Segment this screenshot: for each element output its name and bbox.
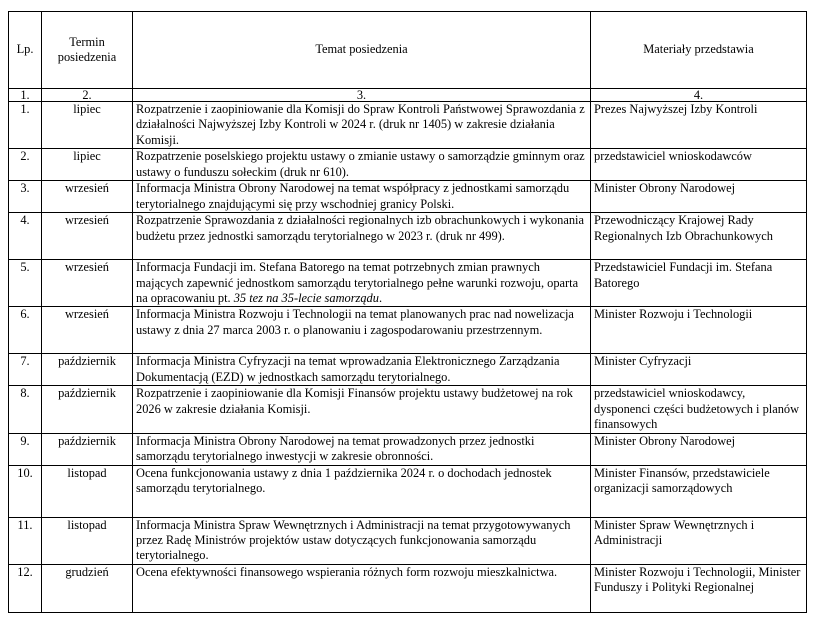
- row-number: 9.: [8, 432, 42, 466]
- row-presenter: Minister Rozwoju i Technologii, Minister…: [590, 563, 807, 613]
- table-row: 5. wrzesień Informacja Fundacji im. Stefan…: [8, 259, 807, 308]
- column-number: 4.: [590, 88, 807, 102]
- table-row: 3. wrzesień Informacja Ministra Obrony Nar…: [8, 180, 807, 214]
- row-month: październik: [41, 432, 133, 466]
- row-month: wrzesień: [41, 306, 133, 355]
- row-topic: Rozpatrzenie i zaopiniowanie dla Komisji…: [132, 385, 591, 434]
- table-row: 9. październik Informacja Ministra Obrony …: [8, 432, 807, 466]
- column-number: 3.: [132, 88, 591, 102]
- row-presenter: Minister Obrony Narodowej: [590, 432, 807, 466]
- row-month: listopad: [41, 464, 133, 518]
- row-number: 11.: [8, 516, 42, 565]
- row-presenter: Przewodniczący Krajowej Rady Regionalnyc…: [590, 212, 807, 261]
- row-topic: Informacja Ministra Cyfryzacji na temat …: [132, 353, 591, 387]
- row-month: listopad: [41, 516, 133, 565]
- row-number: 5.: [8, 259, 42, 308]
- row-month: grudzień: [41, 563, 133, 613]
- row-topic: Informacja Fundacji im. Stefana Batorego…: [132, 259, 591, 308]
- row-number: 6.: [8, 306, 42, 355]
- row-number: 3.: [8, 180, 42, 214]
- row-month: lipiec: [41, 100, 133, 150]
- table-row: 7. październik Informacja Ministra Cyfryza…: [8, 353, 807, 387]
- row-presenter: Przedstawiciel Fundacji im. Stefana Bato…: [590, 259, 807, 308]
- row-month: wrzesień: [41, 180, 133, 214]
- row-topic: Rozpatrzenie i zaopiniowanie dla Komisji…: [132, 100, 591, 150]
- table-row: 8. październik Rozpatrzenie i zaopiniowani…: [8, 385, 807, 434]
- table-body: 1. lipiec Rozpatrzenie i zaopiniowanie dla…: [8, 100, 807, 613]
- row-topic: Informacja Ministra Spraw Wewnętrznych i…: [132, 516, 591, 565]
- row-presenter: Minister Finansów, przedstawiciele organ…: [590, 464, 807, 518]
- row-topic: Rozpatrzenie poselskiego projektu ustawy…: [132, 148, 591, 182]
- row-topic: Informacja Ministra Obrony Narodowej na …: [132, 432, 591, 466]
- row-number: 12.: [8, 563, 42, 613]
- row-month: wrzesień: [41, 212, 133, 261]
- row-month: wrzesień: [41, 259, 133, 308]
- row-number: 8.: [8, 385, 42, 434]
- column-number: 1.: [8, 88, 42, 102]
- header-presenter: Materiały przedstawia: [590, 11, 807, 89]
- row-month: lipiec: [41, 148, 133, 182]
- table-row: 4. wrzesień Rozpatrzenie Sprawozdania z dz…: [8, 212, 807, 261]
- row-number: 2.: [8, 148, 42, 182]
- topic-italic: 35 tez na 35-lecie samorządu: [233, 291, 379, 306]
- row-topic: Rozpatrzenie Sprawozdania z działalności…: [132, 212, 591, 261]
- row-number: 7.: [8, 353, 42, 387]
- schedule-table: Lp. Termin posiedzenia Temat posiedzenia…: [8, 11, 807, 613]
- row-presenter: Minister Spraw Wewnętrznych i Administra…: [590, 516, 807, 565]
- table-header: Lp. Termin posiedzenia Temat posiedzenia…: [8, 11, 807, 102]
- row-number: 1.: [8, 100, 42, 150]
- row-number: 10.: [8, 464, 42, 518]
- table-row: 11. listopad Informacja Ministra Spraw Wew…: [8, 516, 807, 565]
- row-month: październik: [41, 353, 133, 387]
- row-presenter: Minister Rozwoju i Technologii: [590, 306, 807, 355]
- row-presenter: przedstawiciel wnioskodawcy, dysponenci …: [590, 385, 807, 434]
- row-presenter: Prezes Najwyższej Izby Kontroli: [590, 100, 807, 150]
- row-presenter: Minister Obrony Narodowej: [590, 180, 807, 214]
- row-number: 4.: [8, 212, 42, 261]
- row-presenter: Minister Cyfryzacji: [590, 353, 807, 387]
- row-topic: Informacja Ministra Rozwoju i Technologi…: [132, 306, 591, 355]
- header-topic: Temat posiedzenia: [132, 11, 591, 89]
- table-row: 12. grudzień Ocena efektywności finansoweg…: [8, 563, 807, 613]
- table-row: 1. lipiec Rozpatrzenie i zaopiniowanie dla…: [8, 100, 807, 150]
- table-row: 10. listopad Ocena funkcjonowania ustawy z…: [8, 464, 807, 518]
- row-topic: Ocena efektywności finansowego wspierani…: [132, 563, 591, 613]
- header-term: Termin posiedzenia: [41, 11, 133, 89]
- column-number: 2.: [41, 88, 133, 102]
- topic-text: .: [378, 291, 383, 306]
- table-row: 2. lipiec Rozpatrzenie poselskiego projekt…: [8, 148, 807, 182]
- row-month: październik: [41, 385, 133, 434]
- topic-text: Informacja Fundacji im. Stefana Batorego…: [136, 260, 579, 306]
- table-row: 6. wrzesień Informacja Ministra Rozwoju i …: [8, 306, 807, 355]
- header-lp: Lp.: [8, 11, 42, 89]
- row-topic: Informacja Ministra Obrony Narodowej na …: [132, 180, 591, 214]
- row-presenter: przedstawiciel wnioskodawców: [590, 148, 807, 182]
- row-topic: Ocena funkcjonowania ustawy z dnia 1 paź…: [132, 464, 591, 518]
